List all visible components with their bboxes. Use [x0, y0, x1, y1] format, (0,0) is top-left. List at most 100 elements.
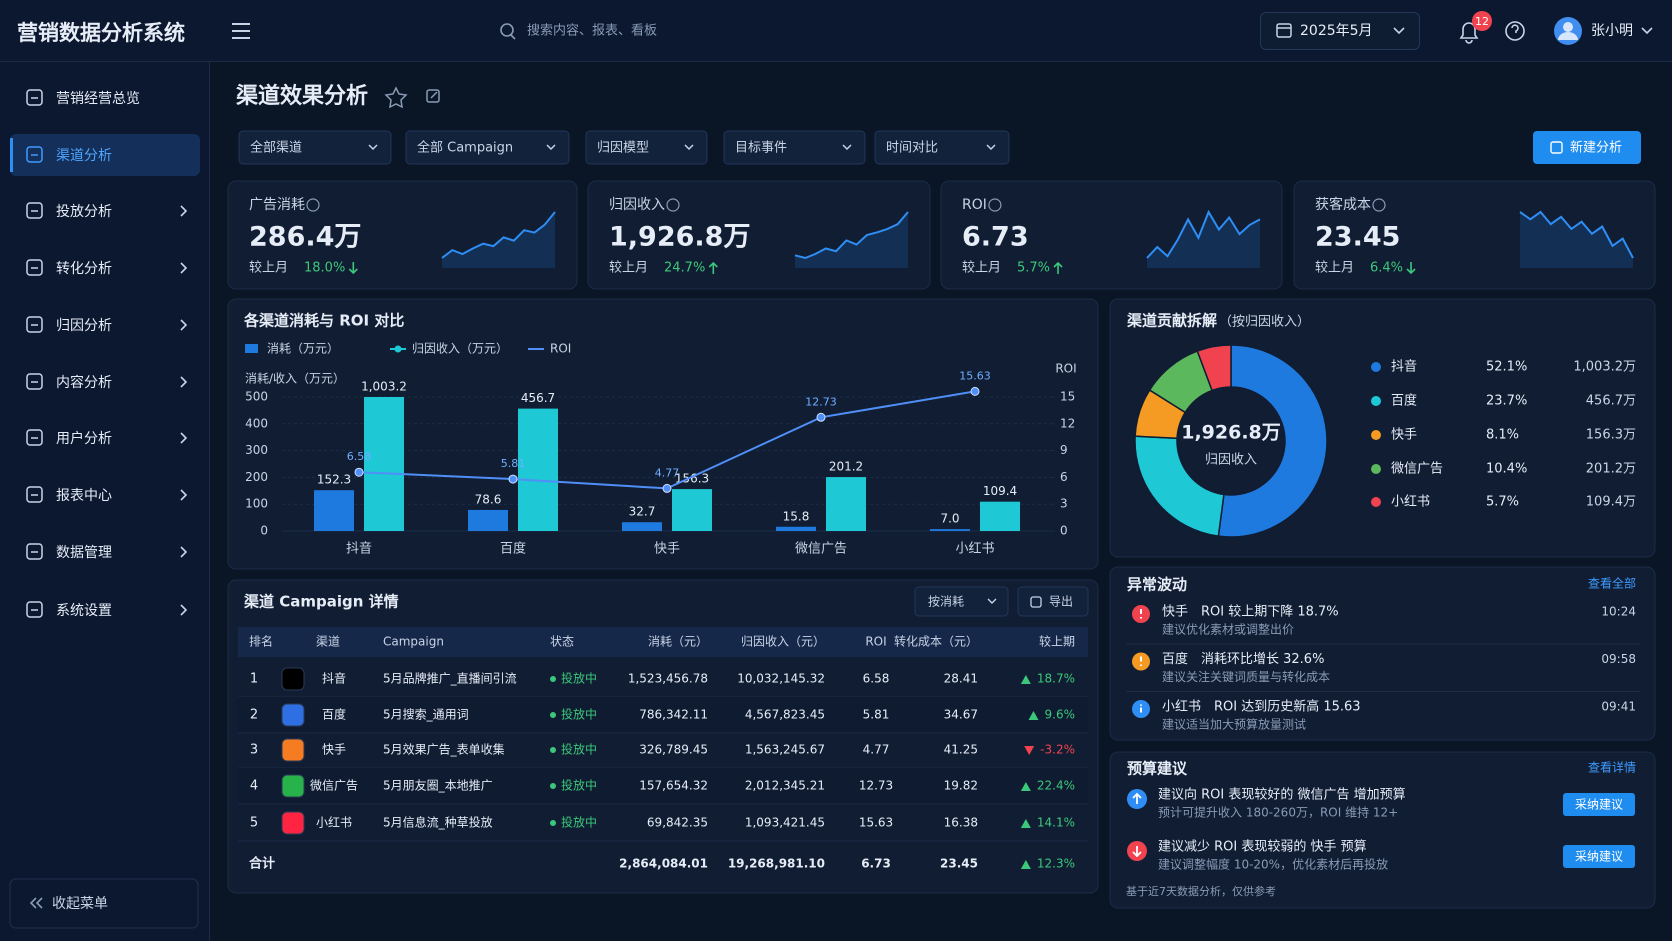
donut-center-label: 归因收入	[1205, 453, 1257, 468]
cell-number: 4,567,823.45	[745, 708, 825, 722]
data-label: 1,003.2	[361, 380, 407, 394]
trend-triangle	[1024, 746, 1035, 755]
budget-link[interactable]: 查看详情	[1588, 760, 1636, 775]
menu-icon	[26, 486, 43, 503]
filter-label: 目标事件	[735, 141, 787, 156]
cell-campaign: 5月效果广告_表单收集	[383, 742, 505, 757]
cell-number: 5.81	[863, 708, 890, 722]
bar	[364, 397, 404, 531]
cell-number: 2,012,345.21	[745, 779, 825, 793]
menu-item[interactable]: 渠道分析	[56, 148, 112, 164]
star-icon[interactable]	[384, 86, 408, 109]
adopt-button[interactable]	[1563, 793, 1635, 816]
x-tick-label: 微信广告	[795, 542, 847, 557]
legend-name: 百度	[1391, 393, 1417, 409]
kpi-change: 24.7%	[664, 261, 705, 276]
filter-dropdown[interactable]	[405, 130, 570, 165]
filter-dropdown[interactable]	[238, 130, 392, 165]
menu-item[interactable]: 数据管理	[56, 545, 112, 561]
kpi-change: 6.4%	[1370, 261, 1403, 276]
cell-number: 15.63	[859, 816, 893, 830]
sort-chevron	[987, 598, 997, 604]
cell-campaign: 5月搜索_通用词	[383, 707, 469, 722]
sparkline	[1146, 209, 1261, 259]
anomaly-item-title: 百度 消耗环比增长 32.6%	[1162, 651, 1324, 667]
menu-icon[interactable]	[232, 23, 250, 39]
menu-chevron	[180, 432, 188, 444]
bar	[826, 477, 866, 531]
budget-item-title: 建议减少 ROI 表现较弱的 快手 预算	[1158, 839, 1367, 855]
sparkline-area	[1520, 212, 1633, 268]
cell-number: 16.38	[944, 816, 978, 830]
y-tick-label: 300	[245, 443, 268, 457]
cell-channel: 抖音	[322, 671, 346, 686]
cell-number: 12.73	[859, 779, 893, 793]
menu-item[interactable]: 归因分析	[56, 317, 112, 334]
menu-icon	[26, 146, 43, 163]
date-picker[interactable]	[1260, 12, 1420, 50]
sort-dropdown[interactable]	[914, 586, 1009, 617]
menu-icon	[26, 259, 43, 276]
kpi-compare-label: 较上月	[609, 261, 648, 276]
menu-chevron	[180, 489, 188, 501]
budget-arrow	[1132, 792, 1142, 804]
kpi-card	[940, 180, 1283, 290]
filter-dropdown[interactable]	[723, 130, 866, 165]
export-icon	[1030, 596, 1042, 608]
kpi-compare-label: 较上月	[962, 261, 1001, 276]
legend-amount: 1,003.2万	[1573, 360, 1636, 375]
bars	[314, 397, 1020, 531]
menu-item[interactable]: 内容分析	[56, 374, 112, 391]
legend-name: 微信广告	[1391, 462, 1443, 477]
adopt-button[interactable]	[1563, 845, 1635, 868]
edit-icon[interactable]	[426, 89, 440, 103]
legend-swatch	[245, 344, 258, 353]
anomaly-card	[1109, 566, 1656, 741]
total-number: 6.73	[861, 857, 891, 871]
bar	[518, 408, 558, 531]
filter-dropdown[interactable]	[874, 130, 1010, 165]
cell-change: 14.1%	[1037, 816, 1075, 830]
donut-center-value: 1,926.8万	[1181, 422, 1281, 444]
legend-label: ROI	[550, 342, 571, 356]
export-button[interactable]	[1017, 586, 1089, 617]
y2-tick-label: 3	[1060, 497, 1068, 511]
menu-item[interactable]: 用户分析	[56, 430, 112, 447]
new-analysis-text: 新建分析	[1570, 140, 1622, 156]
anomaly-link[interactable]: 查看全部	[1588, 576, 1636, 591]
help-icon[interactable]	[1505, 21, 1525, 41]
menu-item[interactable]: 系统设置	[56, 603, 112, 619]
channel-icon	[281, 774, 305, 798]
anomaly-time: 09:58	[1601, 652, 1636, 666]
menu-item[interactable]: 投放分析	[56, 204, 112, 220]
filter-dropdown[interactable]	[585, 130, 708, 165]
info-icon	[666, 198, 680, 212]
kpi-arrow	[708, 261, 718, 274]
total-label: 合计	[249, 856, 275, 872]
menu-item[interactable]: 转化分析	[56, 261, 112, 277]
new-analysis-button[interactable]	[1533, 131, 1641, 164]
cell-number: 1,563,245.67	[745, 743, 825, 757]
bell-icon[interactable]	[1459, 22, 1479, 44]
badge	[1472, 11, 1492, 31]
kpi-label: ROI	[962, 197, 987, 213]
cell-channel: 快手	[322, 743, 346, 757]
bar	[672, 489, 712, 531]
menu-item[interactable]: 报表中心	[56, 488, 112, 504]
kpi-compare-label: 较上月	[1315, 261, 1354, 276]
budget-title: 预算建议	[1127, 760, 1188, 778]
menu-item[interactable]: 营销经营总览	[56, 91, 140, 107]
cell-number: 28.41	[944, 672, 978, 686]
kpi-change: 18.0%	[304, 261, 345, 276]
trend-triangle	[1028, 711, 1039, 720]
data-label: 15.8	[783, 509, 810, 523]
legend-dot	[1371, 464, 1381, 474]
cell-campaign: 5月信息流_种草投放	[383, 815, 493, 830]
channel-icon	[281, 811, 305, 835]
collapse-button[interactable]	[9, 878, 199, 929]
filter-chevron	[842, 144, 852, 151]
column-header: ROI	[865, 635, 886, 649]
kpi-value: 6.73	[962, 222, 1029, 253]
legend-amount: 109.4万	[1586, 495, 1636, 510]
